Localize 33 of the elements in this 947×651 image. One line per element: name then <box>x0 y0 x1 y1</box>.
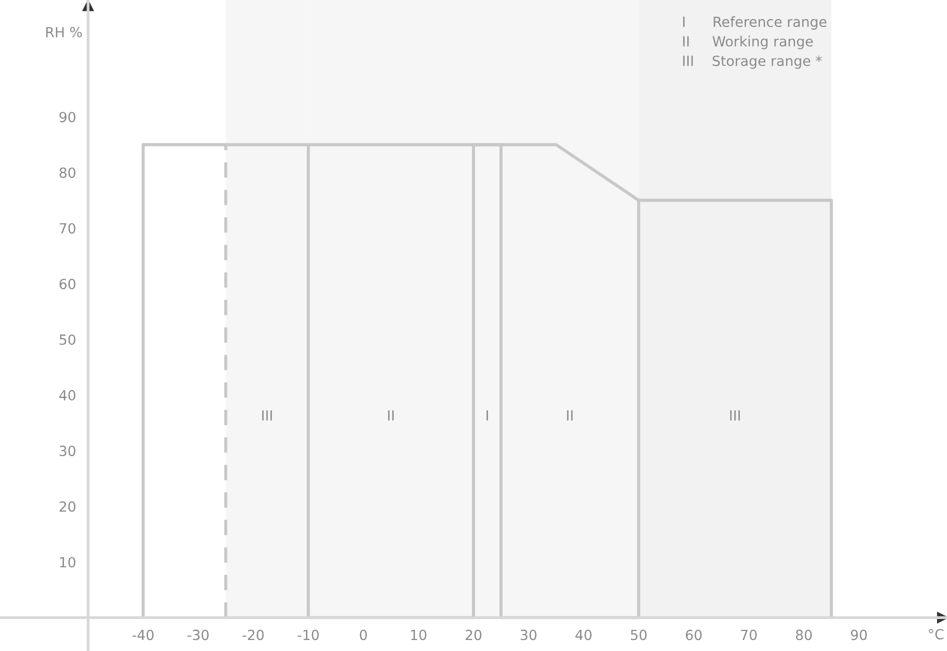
x-tick-label: 30 <box>520 630 536 640</box>
y-axis-title: RH % <box>46 26 82 38</box>
y-tick-label: 90 <box>59 112 76 122</box>
band-label: III <box>730 410 740 420</box>
y-tick-label: 40 <box>59 390 76 401</box>
x-tick-label: 0 <box>360 630 367 640</box>
y-tick-label: 50 <box>60 334 76 345</box>
annotation: II Working range <box>683 36 813 50</box>
x-tick-label: -20 <box>242 630 264 640</box>
band-label: II <box>388 410 394 420</box>
y-tick-label: 70 <box>60 223 76 234</box>
x-tick-label: 90 <box>850 630 867 640</box>
x-tick-label: -40 <box>132 630 154 640</box>
y-tick-label: 10 <box>60 556 76 568</box>
x-tick-label: -30 <box>188 630 209 640</box>
x-tick-label: 70 <box>741 630 757 640</box>
annotation: I Reference range <box>683 16 826 30</box>
x-tick-label: 50 <box>630 630 647 640</box>
x-tick-label: 80 <box>796 630 812 640</box>
x-tick-label: 40 <box>575 630 592 640</box>
y-tick-label: 80 <box>60 167 76 178</box>
x-axis-title: °C <box>928 628 944 640</box>
x-tick-label: 20 <box>466 630 482 640</box>
band-label: II <box>567 410 573 420</box>
x-tick-label: 60 <box>686 630 702 640</box>
band-label: I <box>486 410 488 420</box>
y-tick-label: 30 <box>60 446 76 456</box>
band-label: III <box>262 410 272 420</box>
x-tick-label: -10 <box>298 630 319 640</box>
y-tick-label: 20 <box>60 501 76 512</box>
y-tick-label: 60 <box>60 278 76 290</box>
x-tick-label: 10 <box>411 630 426 640</box>
annotation: III Storage range * <box>683 56 822 69</box>
